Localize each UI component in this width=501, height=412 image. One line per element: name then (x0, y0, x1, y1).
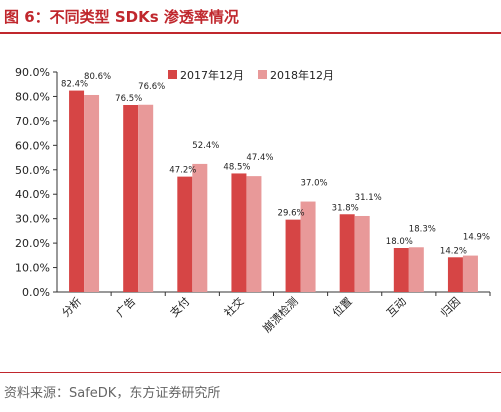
chart-data-labels: 82.4%80.6% 76.5% 76.6% 47.2% 52.4% 48.5%47.4%… (61, 72, 490, 256)
bar (84, 94, 100, 292)
data-label: 14.2% (440, 246, 467, 256)
bar-chart: 0.0% 10.0% 20.0% 30.0% 40.0% 50.0% 60.0% 70.0% 8… (15, 66, 491, 335)
x-tick-label: 崩溃检测 (260, 294, 301, 335)
legend-swatch (258, 70, 267, 79)
data-label: 31.8% (332, 203, 359, 213)
data-label: 18.3% (409, 224, 436, 234)
chart-bars (69, 90, 478, 292)
data-label: 52.4% (192, 141, 219, 151)
y-tick-label: 40.0% (15, 188, 50, 201)
data-label: 76.6% (138, 82, 165, 92)
y-tick-label: 60.0% (15, 139, 50, 152)
bar (246, 176, 262, 292)
x-tick-label: 分析 (59, 294, 84, 319)
y-tick-label: 90.0% (15, 66, 50, 79)
figure-title: 图 6：不同类型 SDKs 渗透率情况 (4, 8, 239, 26)
data-label: 80.6% (84, 72, 111, 82)
legend-label: 2017年12月 (180, 68, 244, 82)
y-tick-label: 10.0% (15, 262, 50, 275)
bar (462, 255, 478, 292)
bar (138, 104, 154, 292)
y-tick-label: 0.0% (22, 286, 50, 299)
bar (285, 219, 301, 292)
data-label: 76.5% (115, 94, 142, 104)
data-label: 37.0% (301, 179, 328, 189)
x-tick-label: 归因 (438, 294, 463, 319)
bar (123, 105, 139, 292)
source-note: 资料来源：SafeDK，东方证券研究所 (4, 386, 221, 401)
x-tick-label: 支付 (168, 295, 193, 320)
legend-label: 2018年12月 (270, 68, 334, 82)
bar (192, 163, 208, 292)
data-label: 48.5% (223, 162, 250, 172)
data-label: 47.2% (169, 166, 196, 176)
bar (339, 214, 355, 292)
source-rule (0, 372, 501, 373)
data-label: 18.0% (386, 237, 413, 247)
bar (354, 215, 370, 292)
bar (300, 201, 316, 292)
data-label: 14.9% (463, 233, 490, 243)
y-tick-label: 30.0% (15, 213, 50, 226)
title-rule (0, 32, 501, 34)
bar (231, 173, 247, 292)
y-tick-label: 50.0% (15, 164, 50, 177)
bar (447, 257, 463, 292)
x-tick-label: 互动 (384, 295, 409, 320)
bar (69, 90, 85, 292)
bar (177, 176, 193, 292)
data-label: 82.4% (61, 80, 88, 90)
x-tick-label: 广告 (114, 295, 139, 320)
legend-swatch (168, 70, 177, 79)
y-tick-label: 80.0% (15, 90, 50, 103)
data-label: 29.6% (278, 209, 305, 219)
y-tick-label: 20.0% (15, 237, 50, 250)
chart-legend: 2017年12月 2018年12月 (168, 68, 334, 82)
bar (393, 248, 409, 292)
data-label: 31.1% (355, 193, 382, 203)
bar (408, 247, 424, 292)
x-tick-label: 社交 (221, 294, 246, 319)
data-label: 47.4% (246, 153, 273, 163)
x-tick-label: 位置 (329, 294, 354, 319)
y-tick-label: 70.0% (15, 115, 50, 128)
